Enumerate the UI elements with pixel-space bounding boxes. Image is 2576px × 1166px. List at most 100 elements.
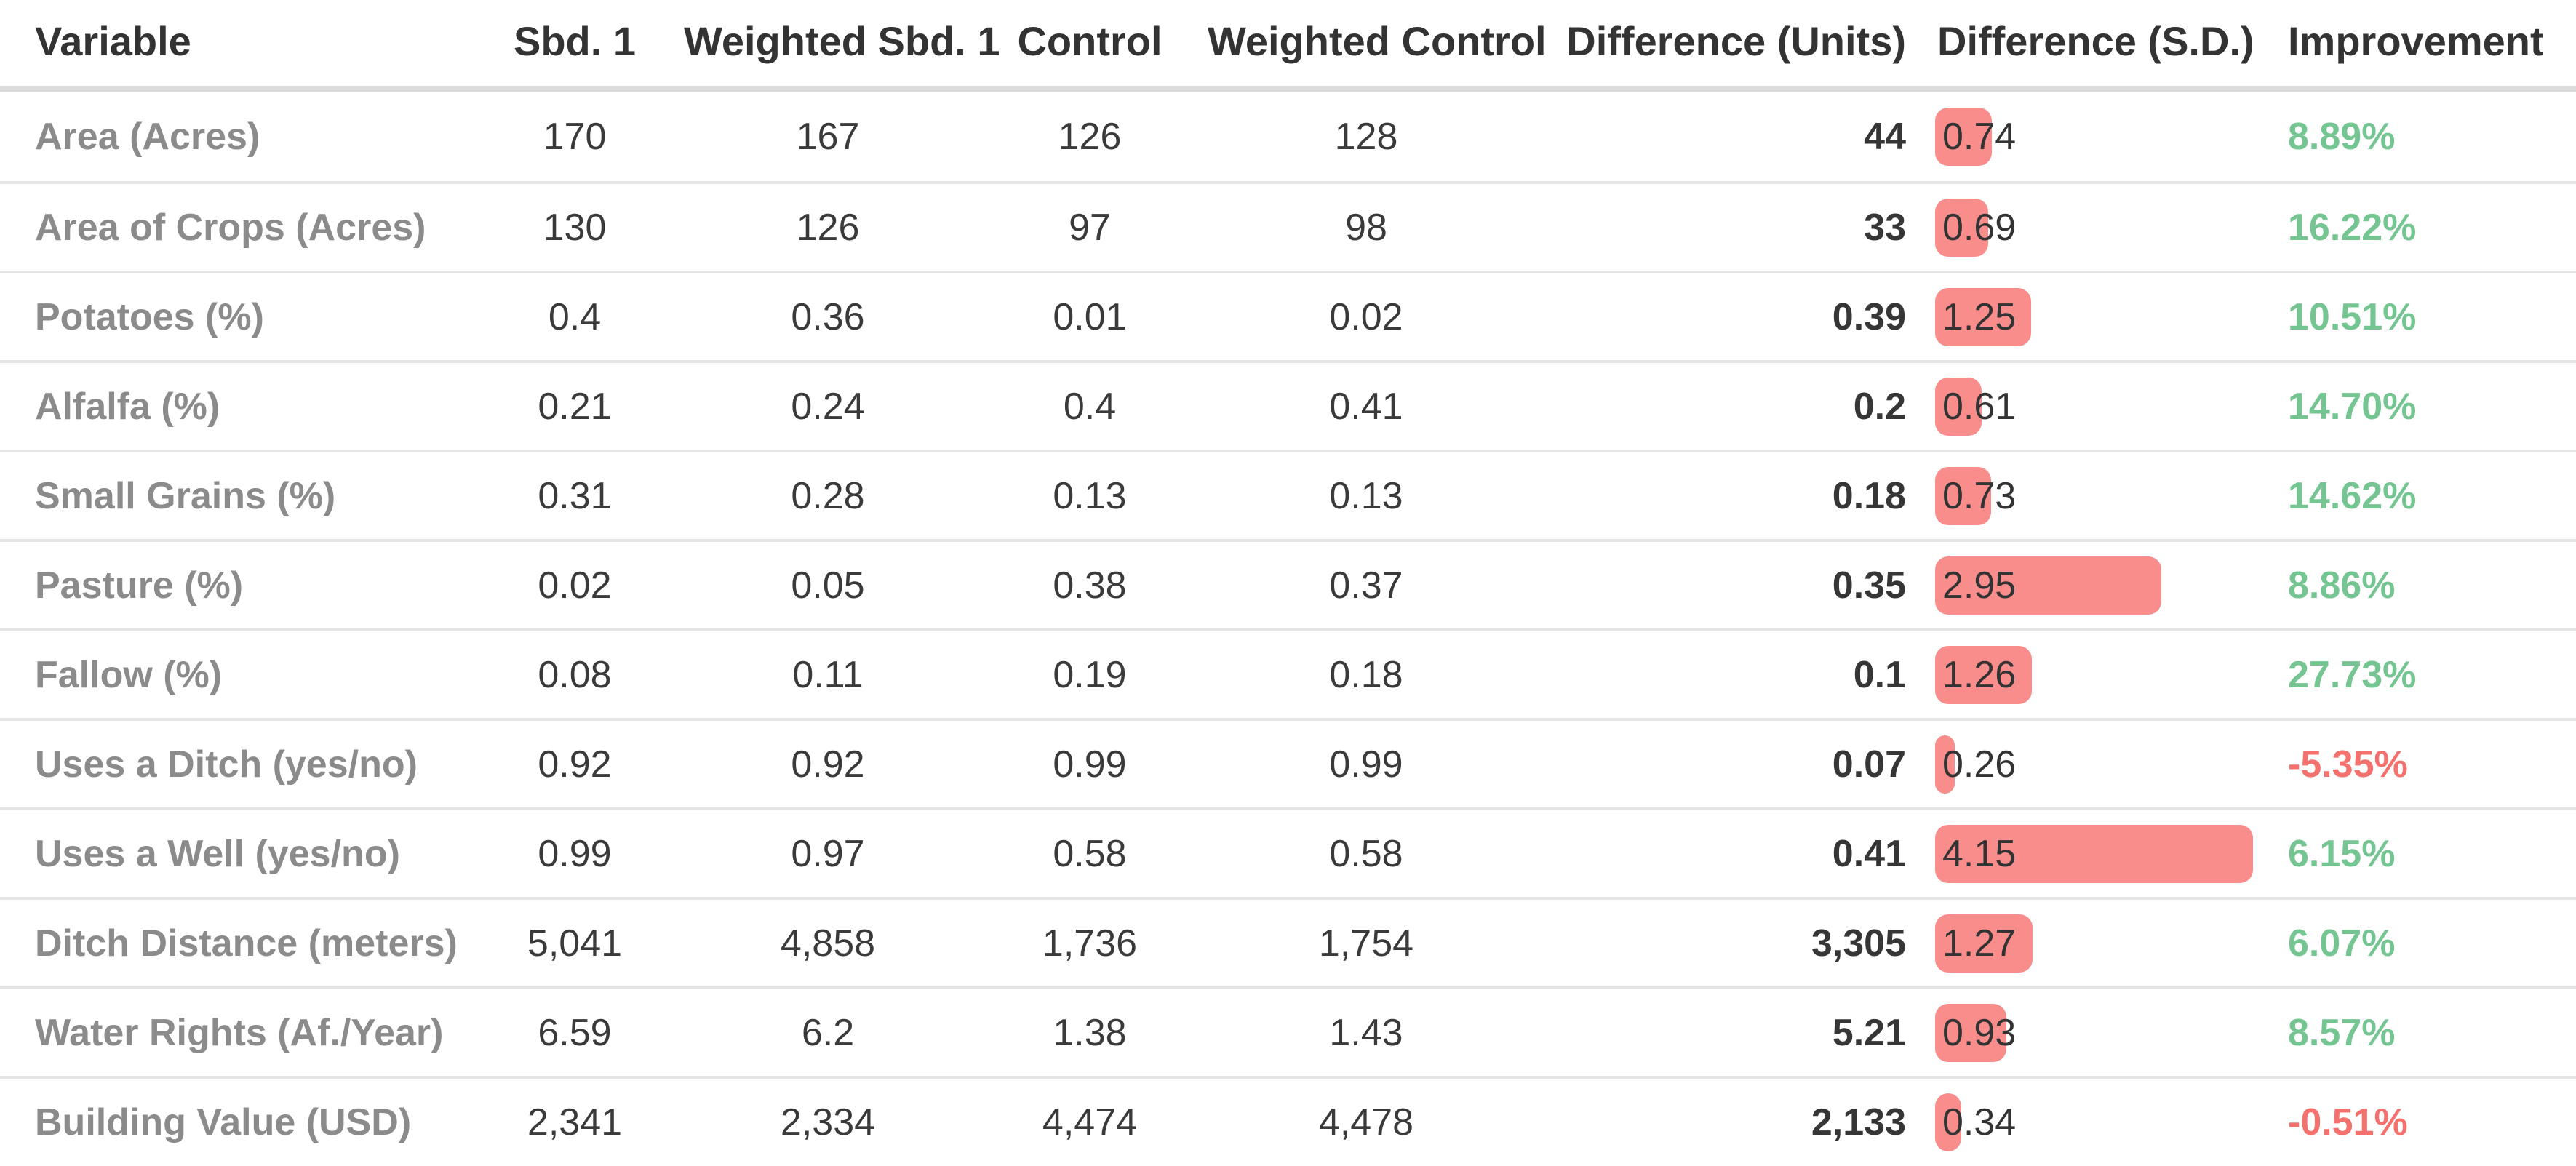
- improvement-value: 8.57%: [2288, 1011, 2396, 1054]
- table-row: Pasture (%) 0.02 0.05 0.38 0.37 0.35 2.9…: [0, 539, 2576, 628]
- improvement-value: 10.51%: [2288, 295, 2417, 338]
- table-row: Uses a Well (yes/no) 0.99 0.97 0.58 0.58…: [0, 807, 2576, 897]
- column-header-sbd1: Sbd. 1: [513, 17, 637, 64]
- control-value: 97: [1069, 206, 1111, 249]
- weighted-sbd1-value: 0.11: [792, 653, 864, 696]
- sbd1-value: 0.02: [538, 564, 612, 607]
- difference-sd-cell: 1.27: [1906, 900, 2255, 986]
- weighted-control-value: 1.43: [1329, 1011, 1403, 1054]
- difference-units-value: 0.18: [1832, 474, 1906, 517]
- improvement-value: 6.15%: [2288, 832, 2396, 875]
- row-variable-label: Area of Crops (Acres): [35, 206, 426, 249]
- table-row: Area (Acres) 170 167 126 128 44 0.74 8.8…: [0, 92, 2576, 181]
- sd-magnitude-bar: [1935, 1093, 1961, 1151]
- improvement-value: 27.73%: [2288, 653, 2417, 696]
- sbd1-value: 170: [543, 115, 607, 158]
- sbd1-value: 0.92: [538, 743, 612, 786]
- difference-units-value: 0.35: [1832, 564, 1906, 607]
- difference-units-value: 0.41: [1832, 832, 1906, 875]
- sbd1-value: 130: [543, 206, 607, 249]
- row-variable-label: Alfalfa (%): [35, 385, 220, 428]
- row-variable-label: Potatoes (%): [35, 295, 264, 338]
- weighted-control-value: 0.02: [1329, 295, 1403, 338]
- sd-magnitude-bar: [1935, 556, 2161, 615]
- table-row: Small Grains (%) 0.31 0.28 0.13 0.13 0.1…: [0, 450, 2576, 539]
- difference-sd-cell: 4.15: [1906, 810, 2255, 897]
- row-variable-label: Water Rights (Af./Year): [35, 1011, 444, 1054]
- column-header-variable: Variable: [35, 17, 191, 64]
- row-variable-label: Area (Acres): [35, 115, 260, 158]
- weighted-sbd1-value: 0.24: [791, 385, 865, 428]
- improvement-value: 14.62%: [2288, 474, 2417, 517]
- difference-sd-value: 1.25: [1942, 295, 2017, 338]
- difference-sd-value: 0.93: [1942, 1011, 2017, 1054]
- improvement-value: -5.35%: [2288, 743, 2408, 786]
- table-header-row: Variable Sbd. 1 Weighted Sbd. 1 Control …: [0, 0, 2576, 92]
- weighted-control-value: 0.41: [1329, 385, 1403, 428]
- weighted-control-value: 98: [1345, 206, 1387, 249]
- weighted-control-value: 1,754: [1318, 922, 1414, 965]
- table-row: Potatoes (%) 0.4 0.36 0.01 0.02 0.39 1.2…: [0, 271, 2576, 360]
- difference-units-value: 0.2: [1853, 385, 1906, 428]
- sd-magnitude-bar: [1935, 645, 2032, 704]
- difference-sd-cell: 1.26: [1906, 631, 2255, 718]
- weighted-sbd1-value: 0.28: [791, 474, 865, 517]
- difference-units-value: 44: [1864, 115, 1906, 158]
- control-value: 0.38: [1053, 564, 1127, 607]
- difference-sd-cell: 0.34: [1906, 1079, 2255, 1165]
- control-value: 1.38: [1053, 1011, 1127, 1054]
- weighted-control-value: 128: [1334, 115, 1398, 158]
- weighted-sbd1-value: 0.97: [791, 832, 865, 875]
- difference-sd-value: 1.26: [1942, 653, 2017, 696]
- table-row: Area of Crops (Acres) 130 126 97 98 33 0…: [0, 181, 2576, 271]
- control-value: 0.19: [1053, 653, 1127, 696]
- control-value: 126: [1058, 115, 1122, 158]
- improvement-value: 8.89%: [2288, 115, 2396, 158]
- row-variable-label: Small Grains (%): [35, 474, 336, 517]
- control-value: 0.99: [1053, 743, 1127, 786]
- weighted-control-value: 0.58: [1329, 832, 1403, 875]
- sbd1-value: 0.21: [538, 385, 612, 428]
- sd-magnitude-bar: [1935, 824, 2253, 883]
- difference-sd-cell: 0.61: [1906, 363, 2255, 450]
- weighted-sbd1-value: 2,334: [780, 1101, 876, 1143]
- improvement-value: 8.86%: [2288, 564, 2396, 607]
- table-row: Alfalfa (%) 0.21 0.24 0.4 0.41 0.2 0.61 …: [0, 360, 2576, 450]
- difference-units-value: 3,305: [1811, 922, 1906, 965]
- weighted-sbd1-value: 167: [796, 115, 860, 158]
- row-variable-label: Uses a Well (yes/no): [35, 832, 400, 875]
- difference-units-value: 0.1: [1853, 653, 1906, 696]
- control-value: 0.4: [1063, 385, 1117, 428]
- row-variable-label: Pasture (%): [35, 564, 244, 607]
- difference-units-value: 33: [1864, 206, 1906, 249]
- weighted-sbd1-value: 126: [796, 206, 860, 249]
- improvement-value: 6.07%: [2288, 922, 2396, 965]
- sd-magnitude-bar: [1935, 914, 2033, 973]
- difference-sd-cell: 0.93: [1906, 989, 2255, 1076]
- difference-units-value: 2,133: [1811, 1101, 1906, 1143]
- weighted-control-value: 0.13: [1329, 474, 1403, 517]
- sbd1-value: 6.59: [538, 1011, 612, 1054]
- row-variable-label: Building Value (USD): [35, 1101, 412, 1143]
- difference-sd-value: 0.34: [1942, 1101, 2017, 1143]
- table-row: Ditch Distance (meters) 5,041 4,858 1,73…: [0, 897, 2576, 986]
- control-value: 1,736: [1042, 922, 1138, 965]
- difference-sd-value: 1.27: [1942, 922, 2017, 965]
- improvement-value: -0.51%: [2288, 1101, 2408, 1143]
- control-value: 4,474: [1042, 1101, 1138, 1143]
- weighted-sbd1-value: 0.92: [791, 743, 865, 786]
- row-variable-label: Uses a Ditch (yes/no): [35, 743, 418, 786]
- difference-sd-value: 0.69: [1942, 206, 2017, 249]
- table-row: Building Value (USD) 2,341 2,334 4,474 4…: [0, 1076, 2576, 1165]
- column-header-difference-units: Difference (Units): [1566, 17, 1906, 64]
- table-row: Uses a Ditch (yes/no) 0.92 0.92 0.99 0.9…: [0, 718, 2576, 807]
- control-value: 0.01: [1053, 295, 1127, 338]
- difference-sd-value: 4.15: [1942, 832, 2017, 875]
- difference-sd-cell: 0.73: [1906, 452, 2255, 539]
- sd-magnitude-bar: [1935, 287, 2031, 346]
- sd-magnitude-bar: [1935, 466, 1991, 525]
- difference-sd-cell: 0.26: [1906, 721, 2255, 807]
- column-header-weighted-control: Weighted Control: [1208, 17, 1547, 64]
- row-variable-label: Fallow (%): [35, 653, 223, 696]
